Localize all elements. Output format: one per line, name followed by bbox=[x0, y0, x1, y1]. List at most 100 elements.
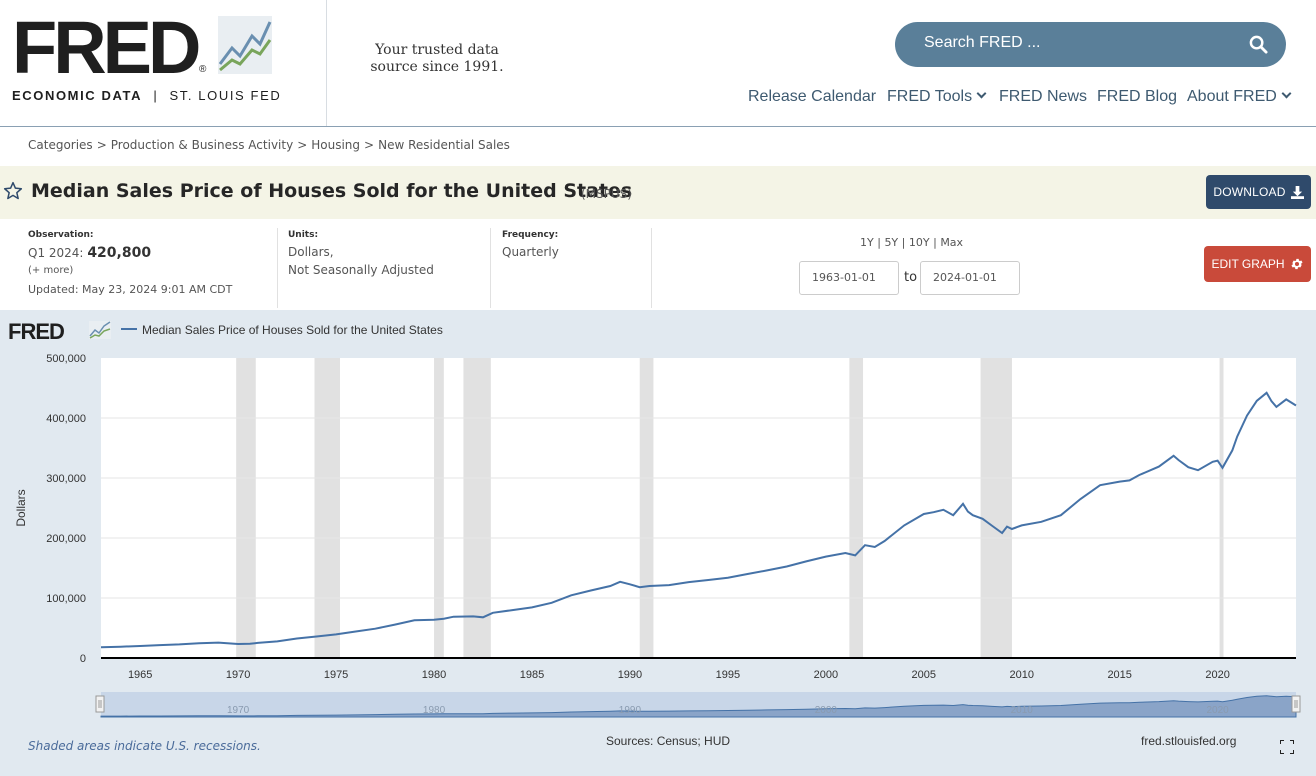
search-placeholder: Search FRED ... bbox=[924, 34, 1041, 51]
observation-label: Observation: bbox=[28, 230, 94, 240]
range-1y[interactable]: 1Y bbox=[860, 236, 874, 249]
navigator-tick-label: 1970 bbox=[227, 705, 250, 716]
observation-period: Q1 2024: bbox=[28, 246, 84, 260]
range-5y[interactable]: 5Y bbox=[884, 236, 899, 249]
divider bbox=[277, 228, 278, 308]
recession-band bbox=[314, 358, 340, 658]
search-input[interactable]: Search FRED ... bbox=[895, 22, 1286, 67]
x-tick-label: 1965 bbox=[128, 669, 152, 681]
breadcrumb-housing[interactable]: Housing bbox=[311, 138, 361, 152]
page-title: Median Sales Price of Houses Sold for th… bbox=[31, 180, 633, 202]
series-line bbox=[100, 391, 1297, 649]
logo-wordmark: FRED bbox=[12, 6, 201, 89]
recession-band bbox=[236, 358, 256, 658]
range-10y[interactable]: 10Y bbox=[908, 236, 930, 249]
x-tick-label: 2005 bbox=[912, 669, 936, 681]
tagline: Your trusted data source since 1991. bbox=[370, 42, 504, 75]
nav-fred-news[interactable]: FRED News bbox=[999, 88, 1087, 106]
series-id: (MSPUS) bbox=[581, 187, 632, 201]
logo-registered-mark: ® bbox=[199, 64, 207, 75]
site-link[interactable]: fred.stlouisfed.org bbox=[1141, 734, 1237, 748]
legend-fred-logo: FRED bbox=[8, 319, 64, 344]
units-line-1: Dollars, bbox=[288, 245, 334, 259]
chevron-down-icon bbox=[1281, 88, 1292, 99]
chart[interactable]: FRED Median Sales Price of Houses Sold f… bbox=[0, 310, 1316, 776]
y-tick-label: 100,000 bbox=[46, 593, 86, 605]
frequency-label: Frequency: bbox=[502, 230, 559, 240]
navigator-right-handle[interactable] bbox=[1291, 695, 1301, 713]
plot-area bbox=[101, 358, 1296, 658]
breadcrumb-production[interactable]: Production & Business Activity bbox=[110, 138, 294, 152]
divider bbox=[651, 228, 652, 308]
recession-band bbox=[849, 358, 864, 658]
navigator-series-area bbox=[100, 695, 1297, 718]
navigator-tick-label: 1990 bbox=[619, 705, 642, 716]
x-tick-label: 1995 bbox=[716, 669, 740, 681]
nav-label: About FRED bbox=[1187, 88, 1277, 105]
nav-label: FRED News bbox=[999, 88, 1088, 105]
recession-band bbox=[639, 358, 654, 658]
edit-graph-button[interactable]: EDIT GRAPH bbox=[1204, 246, 1311, 282]
updated-text: Updated: May 23, 2024 9:01 AM CDT bbox=[28, 283, 233, 296]
units-line-2: Not Seasonally Adjusted bbox=[288, 263, 434, 277]
nav-fred-blog[interactable]: FRED Blog bbox=[1097, 88, 1177, 106]
logo-sub-right: ST. LOUIS FED bbox=[169, 88, 282, 103]
logo-sub-divider: | bbox=[153, 88, 159, 103]
nav-label: Release Calendar bbox=[748, 88, 877, 105]
navigator-left-handle[interactable] bbox=[95, 695, 105, 713]
end-date-field[interactable]: 2024-01-01 bbox=[920, 261, 1020, 295]
range-links: 1Y | 5Y | 10Y | Max bbox=[860, 236, 964, 249]
y-tick-label: 200,000 bbox=[46, 533, 86, 545]
logo-subtitle: ECONOMIC DATA | ST. LOUIS FED bbox=[12, 88, 281, 103]
navigator-tick-label: 2000 bbox=[815, 705, 838, 716]
observation-value: 420,800 bbox=[87, 245, 152, 261]
y-axis-label: Dollars bbox=[14, 489, 28, 526]
edit-graph-label: EDIT GRAPH bbox=[1211, 257, 1285, 271]
observation-line: Q1 2024: 420,800 bbox=[28, 245, 151, 261]
star-icon[interactable] bbox=[3, 181, 23, 201]
fullscreen-icon[interactable] bbox=[1280, 740, 1294, 754]
nav-about-fred[interactable]: About FRED bbox=[1187, 88, 1292, 106]
download-icon bbox=[1290, 185, 1304, 199]
navigator-tick-label: 1980 bbox=[423, 705, 446, 716]
recession-note: Shaded areas indicate U.S. recessions. bbox=[28, 739, 261, 753]
units-label: Units: bbox=[288, 230, 319, 240]
x-tick-label: 1985 bbox=[520, 669, 544, 681]
download-label: DOWNLOAD bbox=[1213, 185, 1286, 199]
nav-label: FRED Blog bbox=[1097, 88, 1178, 105]
x-tick-label: 1975 bbox=[324, 669, 348, 681]
navigator-tick-label: 2010 bbox=[1011, 705, 1034, 716]
x-tick-label: 2015 bbox=[1107, 669, 1131, 681]
breadcrumb-categories[interactable]: Categories bbox=[28, 138, 93, 152]
recession-band bbox=[980, 358, 1012, 658]
site-header: FRED ® ECONOMIC DATA | ST. LOUIS FED You… bbox=[0, 0, 1316, 127]
x-tick-label: 2000 bbox=[814, 669, 838, 681]
recession-band bbox=[1219, 358, 1224, 658]
nav-fred-tools[interactable]: FRED Tools bbox=[887, 88, 987, 106]
nav-release-calendar[interactable]: Release Calendar bbox=[748, 88, 876, 106]
recession-band bbox=[463, 358, 491, 658]
range-max[interactable]: Max bbox=[940, 236, 964, 249]
download-button[interactable]: DOWNLOAD bbox=[1206, 175, 1311, 209]
breadcrumb: Categories > Production & Business Activit… bbox=[28, 138, 510, 152]
chevron-down-icon bbox=[976, 88, 987, 99]
x-tick-label: 1980 bbox=[422, 669, 446, 681]
start-date-field[interactable]: 1963-01-01 bbox=[799, 261, 899, 295]
breadcrumb-new-residential-sales[interactable]: New Residential Sales bbox=[378, 138, 510, 152]
x-tick-label: 2010 bbox=[1009, 669, 1033, 681]
to-label: to bbox=[904, 270, 918, 285]
y-tick-label: 500,000 bbox=[46, 353, 86, 365]
y-tick-label: 0 bbox=[80, 653, 86, 665]
nav-label: FRED Tools bbox=[887, 88, 973, 105]
navigator-tick-label: 2020 bbox=[1207, 705, 1230, 716]
x-tick-label: 1970 bbox=[226, 669, 250, 681]
fred-logo[interactable]: FRED ® ECONOMIC DATA | ST. LOUIS FED bbox=[0, 0, 327, 126]
fred-chart-logo-icon bbox=[218, 16, 272, 74]
sources-text: Sources: Census; HUD bbox=[606, 734, 731, 748]
x-tick-label: 1990 bbox=[618, 669, 642, 681]
title-bar bbox=[0, 166, 1316, 219]
gear-icon bbox=[1291, 258, 1303, 270]
more-link[interactable]: (+ more) bbox=[28, 265, 74, 276]
search-icon[interactable] bbox=[1249, 35, 1268, 54]
legend-label: Median Sales Price of Houses Sold for th… bbox=[142, 323, 443, 337]
